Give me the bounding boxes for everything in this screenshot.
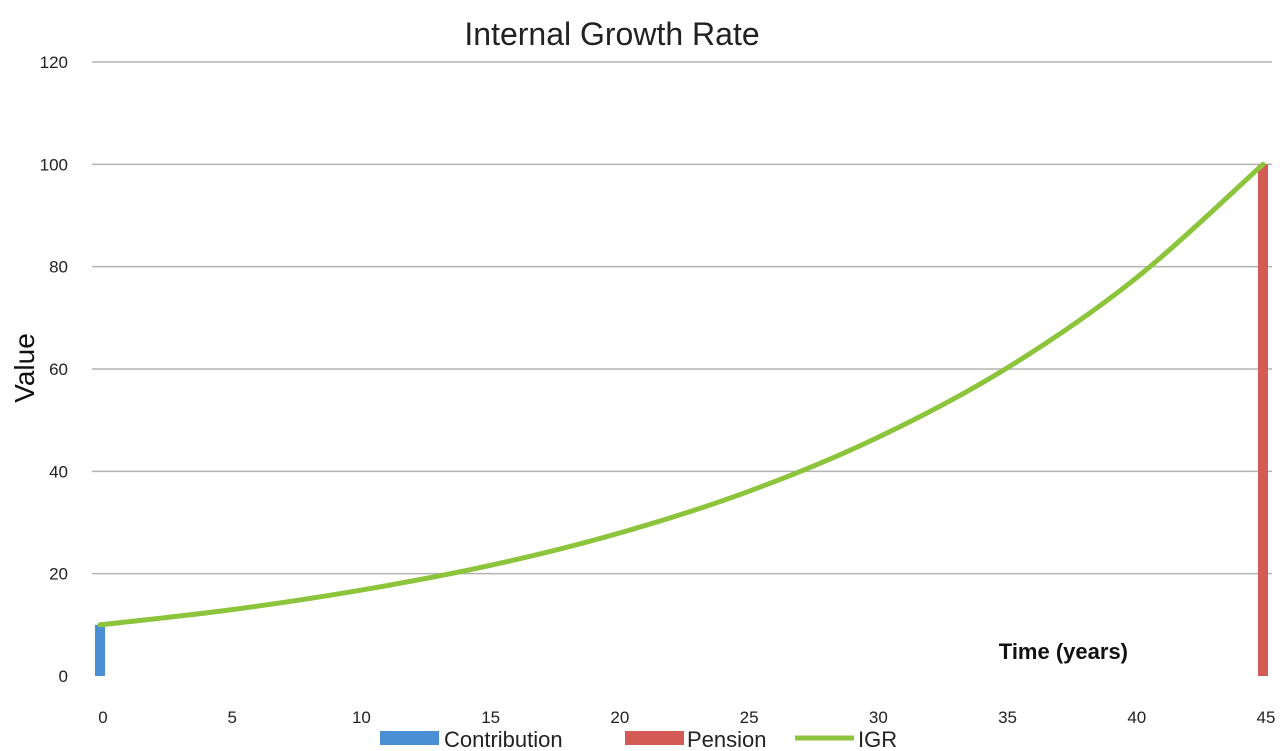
x-tick-label: 35 [998, 708, 1017, 727]
legend-label-pension: Pension [687, 727, 767, 751]
legend-label-contribution: Contribution [444, 727, 563, 751]
gridlines [92, 61, 1272, 575]
y-axis-ticks: 0 20 40 60 80 100 120 [40, 53, 68, 686]
bar-pension [1258, 164, 1268, 677]
x-tick-label: 30 [869, 708, 888, 727]
plot-series [95, 161, 1268, 677]
bar-contribution [95, 624, 105, 676]
legend-label-igr: IGR [858, 727, 897, 751]
chart-title: Internal Growth Rate [464, 16, 759, 52]
legend-swatch-contribution [380, 731, 439, 745]
y-tick-label: 120 [40, 53, 68, 72]
x-tick-label: 10 [352, 708, 371, 727]
y-tick-label: 100 [40, 155, 68, 174]
x-tick-label: 5 [227, 708, 236, 727]
y-tick-label: 20 [49, 565, 68, 584]
legend: Contribution Pension IGR [380, 727, 897, 751]
legend-swatch-pension [625, 731, 684, 745]
series-line-igr [97, 161, 1266, 628]
x-tick-label: 20 [610, 708, 629, 727]
x-axis-label: Time (years) [999, 639, 1128, 664]
y-tick-label: 40 [49, 462, 68, 481]
y-tick-label: 0 [59, 667, 68, 686]
x-tick-label: 0 [98, 708, 107, 727]
x-tick-label: 25 [740, 708, 759, 727]
y-tick-label: 80 [49, 258, 68, 277]
x-tick-label: 40 [1127, 708, 1146, 727]
x-tick-label: 45 [1257, 708, 1276, 727]
x-axis-ticks: 0 5 10 15 20 25 30 35 40 45 [98, 708, 1275, 727]
x-tick-label: 15 [481, 708, 500, 727]
y-tick-label: 60 [49, 360, 68, 379]
y-axis-label: Value [9, 333, 40, 403]
